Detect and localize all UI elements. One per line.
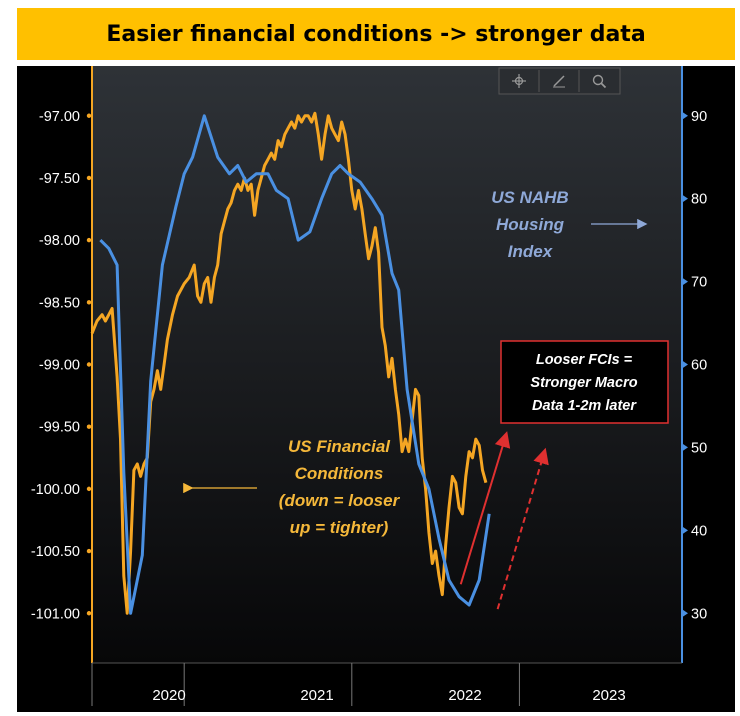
left-tick-label: -99.00: [39, 358, 80, 374]
box-label-line-1: Looser FCIs =: [536, 352, 633, 368]
nahb-series-line: [99, 114, 491, 615]
chart-title: Easier financial conditions -> stronger …: [106, 21, 646, 47]
chart-canvas: -97.00 -97.50 -98.00 -98.50 -99.00 -99.50 -100…: [17, 66, 735, 712]
left-tick-label: -101.00: [31, 606, 80, 622]
left-axis-ticks: -97.00 -97.50 -98.00 -98.50 -99.00 -99.50 -100…: [31, 109, 92, 622]
left-tick-dot: [86, 424, 92, 429]
fci-label-line-4: up = tighter): [290, 518, 389, 537]
x-tick-label: 2023: [592, 687, 625, 704]
left-tick-label: -97.50: [39, 171, 80, 187]
red-solid-arrow: [459, 431, 511, 585]
title-banner: Easier financial conditions -> stronger …: [17, 8, 735, 60]
left-tick-label: -100.00: [31, 482, 80, 498]
crosshair-icon[interactable]: [512, 74, 526, 88]
x-axis-ticks: 2020 2021 2022 2023: [91, 663, 626, 706]
right-axis-ticks: 90 80 70 60 50 40 30: [682, 109, 707, 622]
nahb-label-line-3: Index: [508, 242, 554, 261]
fci-series-line: [90, 111, 488, 615]
right-tick-label: 90: [691, 109, 707, 125]
right-tick-mark: [682, 443, 688, 452]
series-lines: [90, 111, 491, 615]
right-tick-label: 30: [691, 606, 707, 622]
right-tick-mark: [682, 360, 688, 369]
nahb-label-line-1: US NAHB: [491, 188, 568, 207]
fci-label-line-2: Conditions: [295, 464, 384, 483]
right-tick-mark: [682, 277, 688, 286]
magnifier-icon[interactable]: [592, 74, 607, 89]
box-label-line-2: Stronger Macro: [530, 375, 637, 391]
x-tick-label: 2022: [448, 687, 481, 704]
x-tick-label: 2020: [152, 687, 185, 704]
left-tick-dot: [86, 611, 92, 616]
right-tick-mark: [682, 194, 688, 203]
left-tick-dot: [86, 486, 92, 492]
pencil-icon[interactable]: [553, 75, 565, 88]
nahb-annotation: US NAHB Housing Index: [491, 188, 648, 261]
right-tick-label: 40: [691, 523, 707, 539]
trend-arrows: [459, 431, 549, 610]
fci-label-line-1: US Financial: [288, 437, 391, 456]
fci-label-line-3: (down = looser: [279, 491, 401, 510]
right-tick-label: 80: [691, 192, 707, 208]
box-label-line-3: Data 1-2m later: [532, 398, 637, 414]
fci-annotation: US Financial Conditions (down = looser u…: [183, 437, 401, 537]
x-tick-label: 2021: [300, 687, 333, 704]
right-tick-label: 70: [691, 275, 707, 291]
left-tick-label: -99.50: [39, 420, 80, 436]
left-tick-label: -97.00: [39, 109, 80, 125]
left-tick-dot: [86, 548, 92, 554]
nahb-label-line-2: Housing: [496, 215, 565, 234]
left-tick-label: -98.00: [39, 233, 80, 249]
left-tick-label: -100.50: [31, 544, 80, 560]
right-tick-label: 60: [691, 358, 707, 374]
left-tick-dot: [86, 362, 92, 367]
left-tick-dot: [86, 300, 92, 305]
left-tick-label: -98.50: [39, 295, 80, 311]
left-tick-dot: [86, 237, 92, 243]
left-tick-dot: [86, 113, 92, 118]
left-tick-dot: [86, 175, 92, 181]
red-dashed-arrow: [496, 447, 549, 610]
looser-fci-box: Looser FCIs = Stronger Macro Data 1-2m l…: [500, 340, 669, 424]
right-tick-mark: [682, 111, 688, 120]
right-tick-mark: [682, 526, 688, 535]
chart-toolbar: [498, 67, 621, 95]
right-tick-mark: [682, 609, 688, 618]
right-tick-label: 50: [691, 440, 707, 456]
